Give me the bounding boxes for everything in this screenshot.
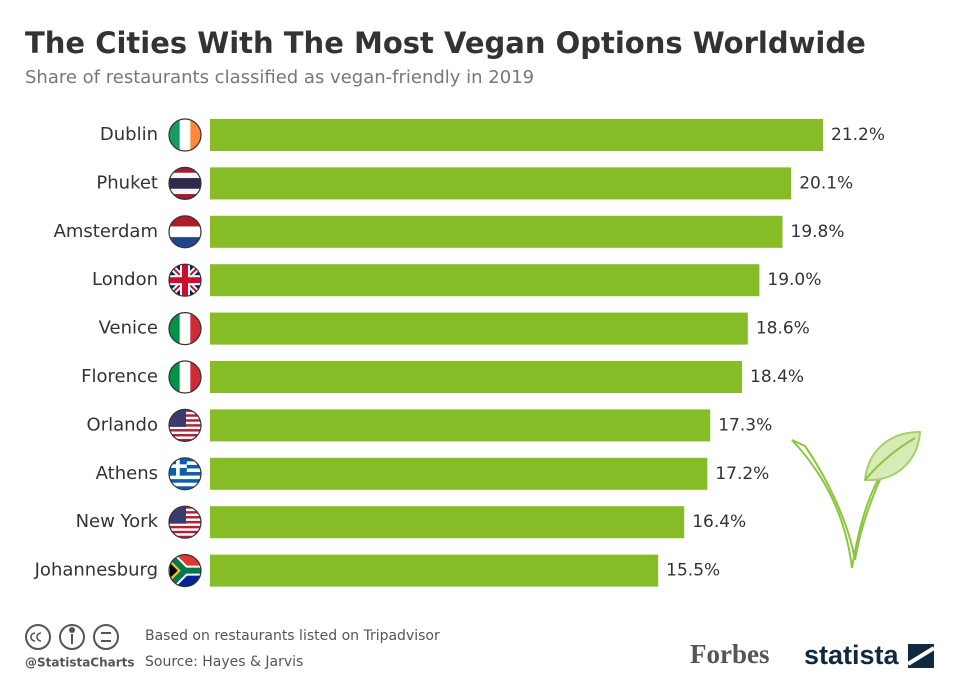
bar xyxy=(210,457,708,490)
flag-part xyxy=(190,119,201,151)
flag-part xyxy=(169,215,201,227)
flag-part xyxy=(169,436,201,440)
flag xyxy=(169,167,201,200)
flag-part xyxy=(169,431,201,435)
flag-part xyxy=(169,482,201,487)
flag-outline xyxy=(168,215,202,249)
bar xyxy=(210,506,685,539)
category-label: Florence xyxy=(81,366,158,387)
bar xyxy=(210,119,823,151)
category-label: Athens xyxy=(96,463,158,484)
value-label: 21.2% xyxy=(831,125,885,145)
value-label: 18.4% xyxy=(750,367,804,387)
value-label: 19.8% xyxy=(791,222,845,242)
flag-part xyxy=(169,438,201,442)
value-label: 17.3% xyxy=(718,415,772,435)
bar xyxy=(210,312,748,345)
bar xyxy=(210,409,711,442)
license-icons xyxy=(25,624,119,650)
flag xyxy=(169,361,201,393)
flag-part xyxy=(169,409,186,427)
value-label: 18.6% xyxy=(756,319,810,339)
flag-part xyxy=(169,429,201,433)
flag-outline xyxy=(168,118,202,152)
value-label: 15.5% xyxy=(666,561,720,581)
flag-part xyxy=(169,558,181,584)
flag-part xyxy=(169,530,201,534)
flag xyxy=(169,264,201,297)
category-label: Orlando xyxy=(87,414,158,435)
statista-icon xyxy=(906,644,936,668)
flag-part xyxy=(169,434,201,437)
bar xyxy=(210,167,792,200)
chart-subtitle: Share of restaurants classified as vegan… xyxy=(25,67,534,88)
flag-outline xyxy=(168,360,202,394)
flag-part xyxy=(169,188,201,195)
flag-part xyxy=(169,178,201,184)
flag-part xyxy=(169,312,181,345)
flag-outline xyxy=(168,553,202,588)
category-label: Phuket xyxy=(96,172,158,193)
flag-part xyxy=(190,361,201,393)
flag-part xyxy=(169,525,201,529)
flag-part xyxy=(169,506,186,524)
flag-part xyxy=(179,312,191,345)
bar xyxy=(210,264,760,297)
flag-outline xyxy=(168,408,202,442)
bar xyxy=(210,361,743,393)
flag-part xyxy=(169,194,201,200)
category-label: Johannesburg xyxy=(34,560,158,581)
flag-part xyxy=(169,226,201,238)
flag xyxy=(169,119,201,151)
forbes-logo: Forbes xyxy=(690,639,769,669)
note: Based on restaurants listed on Tripadvis… xyxy=(145,628,440,644)
flag-part xyxy=(169,523,201,527)
category-label: Dublin xyxy=(100,124,158,145)
flag-part xyxy=(169,426,201,430)
flag-part xyxy=(169,119,181,151)
flag-part xyxy=(190,312,201,345)
flag-part xyxy=(169,535,201,539)
flag-part xyxy=(176,457,180,476)
flag-outline xyxy=(168,312,202,346)
flag-part xyxy=(169,172,201,179)
value-label: 17.2% xyxy=(715,464,769,484)
vegan-leaf-decoration xyxy=(791,430,922,569)
flag-part xyxy=(169,361,181,393)
flag xyxy=(169,312,201,345)
category-label: Venice xyxy=(99,318,158,339)
category-label: New York xyxy=(76,511,159,532)
flag xyxy=(169,506,201,539)
flag-outline xyxy=(168,457,202,491)
flag xyxy=(169,215,201,248)
chart-title: The Cities With The Most Vegan Options W… xyxy=(25,26,866,60)
flag xyxy=(169,409,201,442)
flag-part xyxy=(179,119,191,151)
value-label: 19.0% xyxy=(767,270,821,290)
bar xyxy=(210,215,783,248)
bar xyxy=(210,554,659,587)
flag-part xyxy=(182,264,188,297)
category-label: Amsterdam xyxy=(54,221,158,242)
flag-part xyxy=(169,167,201,174)
flag-part xyxy=(169,528,201,532)
category-label: London xyxy=(92,269,158,290)
flag-part xyxy=(169,237,201,248)
statista-logo: statista xyxy=(804,640,900,670)
handle: @StatistaCharts xyxy=(25,656,135,670)
flag-outline xyxy=(168,263,202,297)
flag-part xyxy=(169,479,201,484)
flag xyxy=(169,554,201,587)
flag-outline xyxy=(168,166,202,200)
flag-part xyxy=(169,475,201,480)
source: Source: Hayes & Jarvis xyxy=(145,654,303,670)
flag-part xyxy=(169,486,201,490)
flag-outline xyxy=(168,505,202,539)
flag-part xyxy=(169,183,201,190)
flag-part xyxy=(179,361,191,393)
value-label: 16.4% xyxy=(692,512,746,532)
value-label: 20.1% xyxy=(799,173,853,193)
flag-part xyxy=(169,533,201,537)
